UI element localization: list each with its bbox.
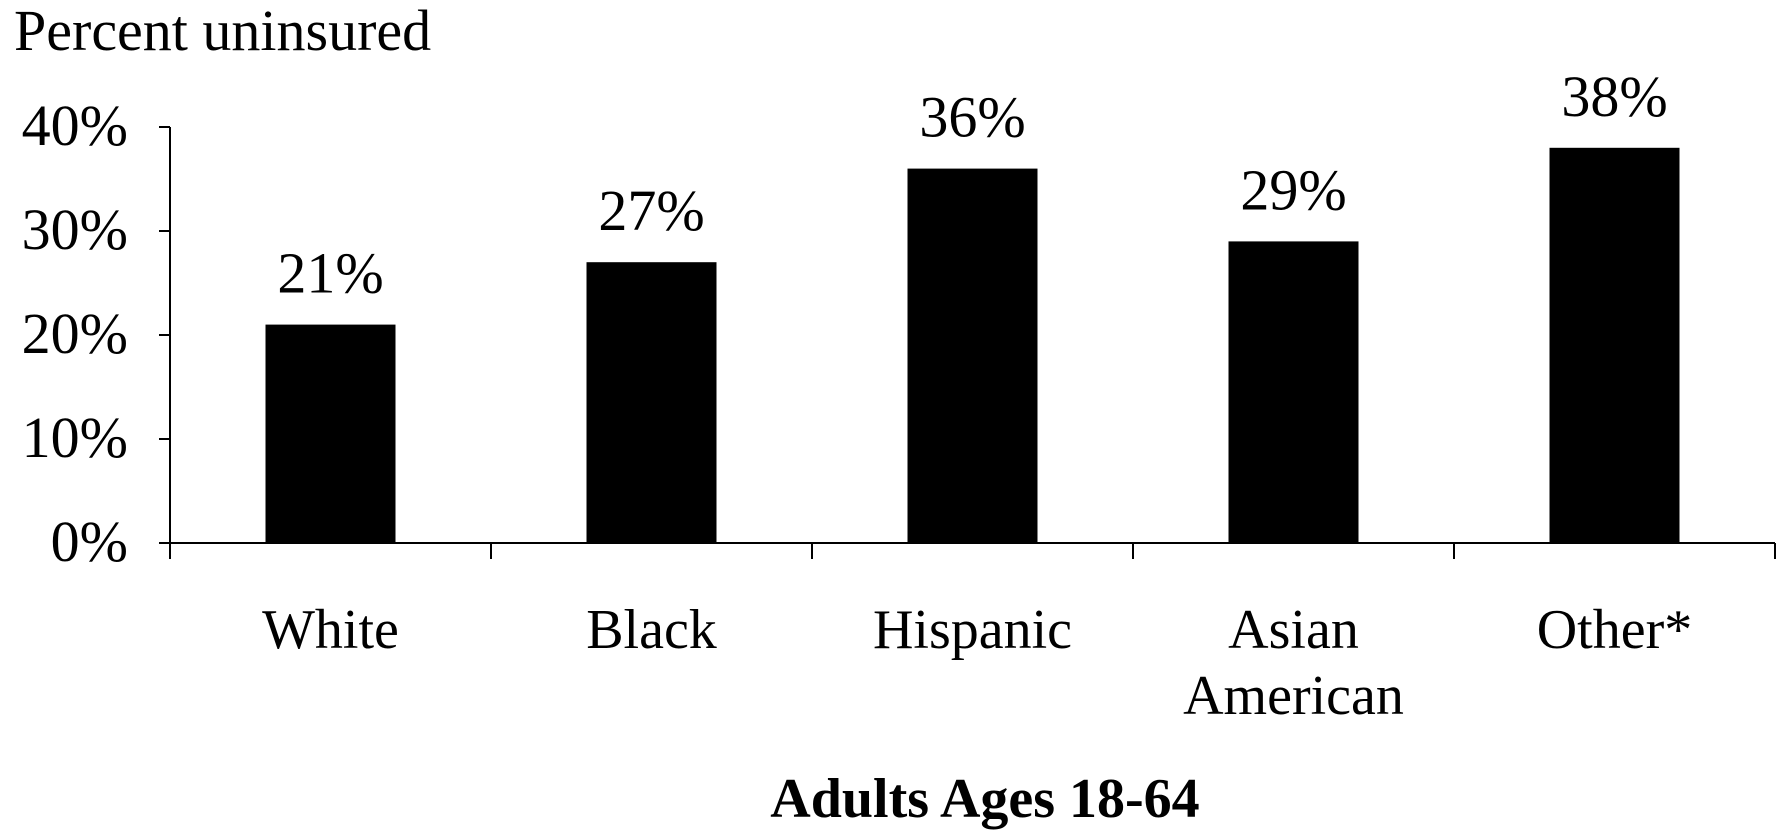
y-tick-label: 30% — [22, 197, 128, 262]
bar — [1228, 241, 1359, 543]
x-axis-label: Adults Ages 18-64 — [770, 768, 1199, 830]
bar — [907, 168, 1038, 543]
bar-value-label: 29% — [1240, 157, 1346, 222]
bar — [265, 324, 396, 543]
bar — [1549, 147, 1680, 544]
category-label: Other* — [1537, 599, 1693, 661]
bars — [265, 147, 1680, 544]
bar-value-label: 36% — [919, 85, 1025, 150]
x-axis — [169, 542, 1776, 559]
category-label: Black — [586, 599, 717, 661]
bar-value-label: 21% — [277, 241, 383, 306]
y-tick-label: 20% — [22, 301, 128, 366]
bar-value-label: 27% — [598, 178, 704, 243]
bar — [586, 262, 717, 543]
y-tick-label: 10% — [22, 405, 128, 470]
category-label: American — [1183, 665, 1404, 727]
bar-value-label: 38% — [1561, 64, 1667, 129]
value-labels: 21% 27% 36% 29% 38% — [277, 64, 1667, 306]
y-tick-label: 40% — [22, 93, 128, 158]
y-axis: 0% 10% 20% 30% 40% — [22, 93, 171, 574]
y-axis-label: Percent uninsured — [14, 0, 431, 63]
category-label: Hispanic — [873, 599, 1072, 661]
y-tick-label: 0% — [51, 509, 128, 574]
category-label: Asian — [1228, 599, 1359, 661]
category-label: White — [262, 599, 399, 661]
